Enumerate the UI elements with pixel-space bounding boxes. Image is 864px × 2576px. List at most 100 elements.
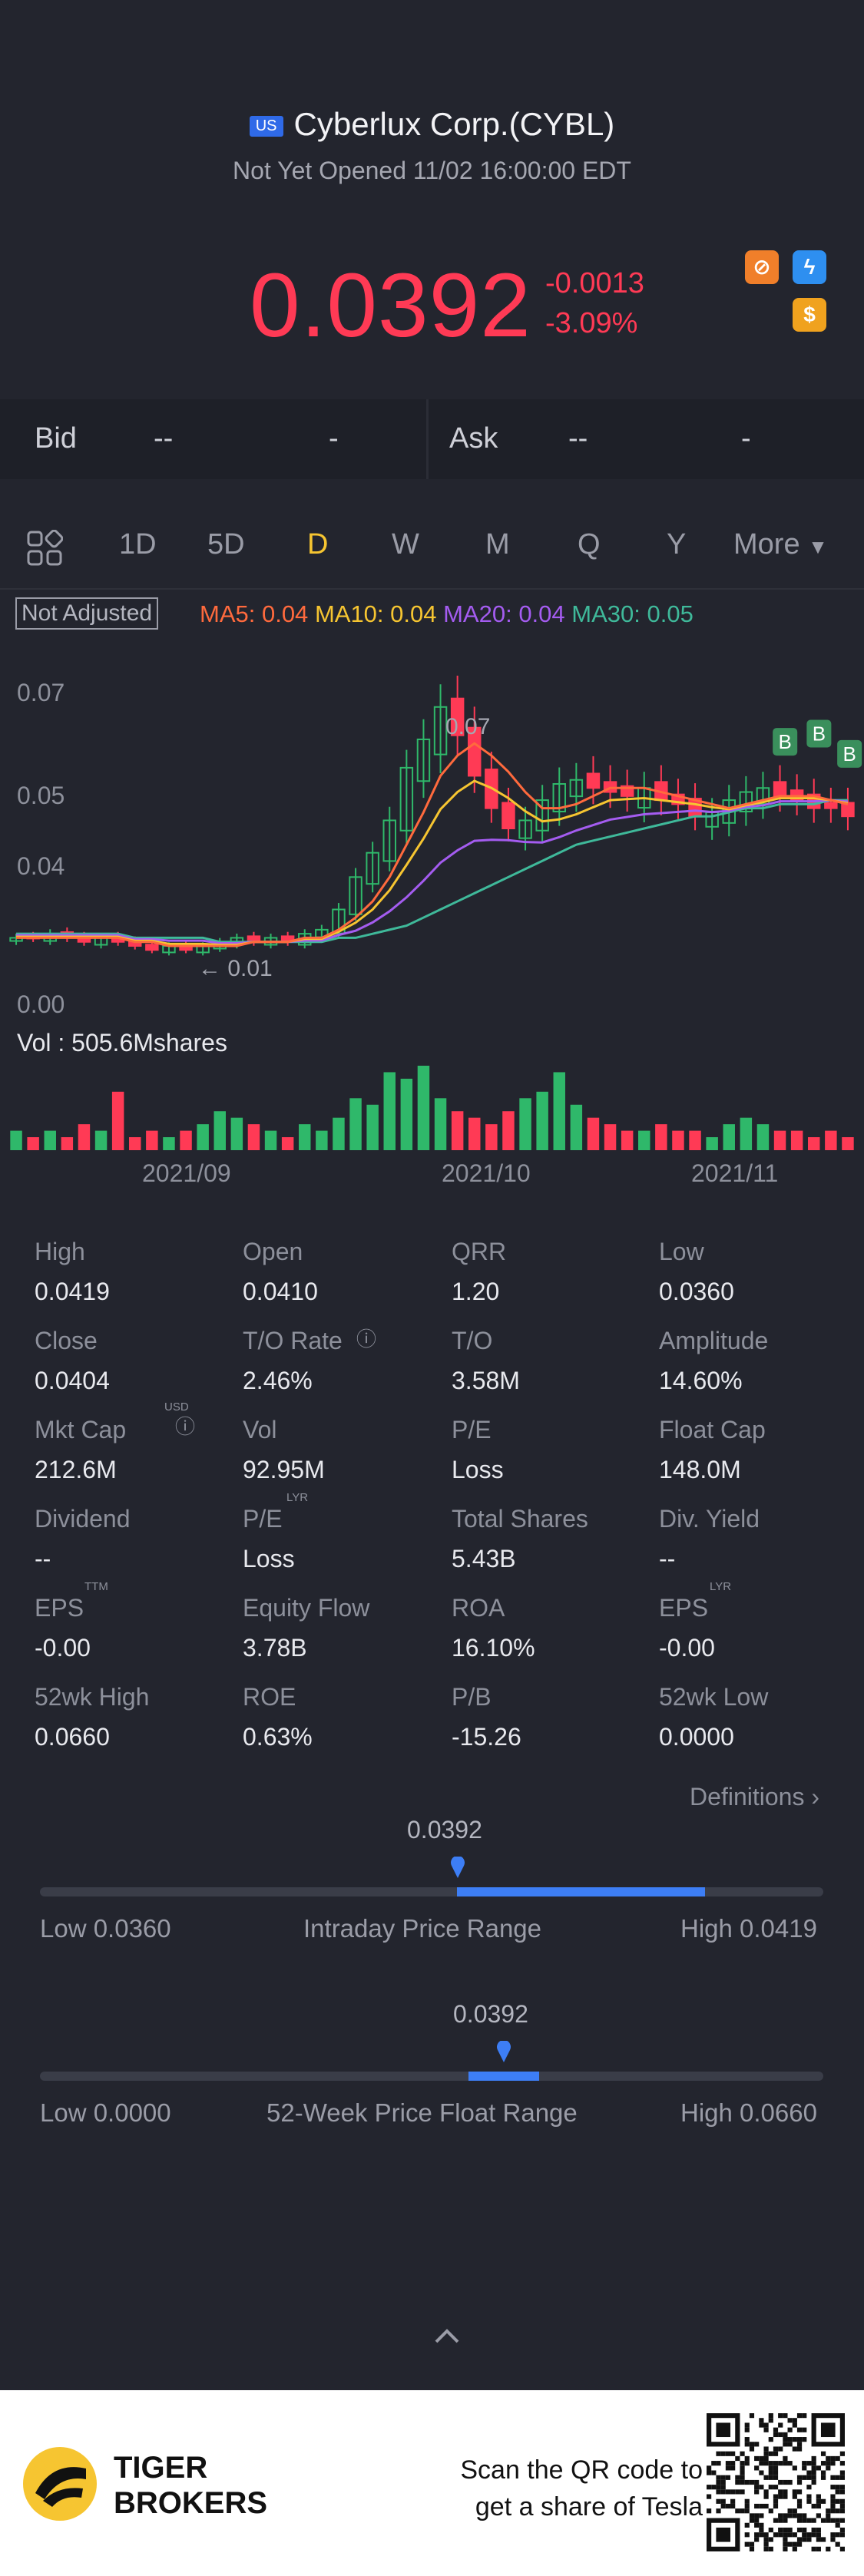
candlestick-chart[interactable]: B BB [0,676,864,1006]
stat-label: Open [243,1238,303,1265]
stat-label: Close [35,1327,98,1354]
buy-marker-icon: B [806,719,832,748]
buy-marker-icon: B [773,728,798,756]
volume-bar [553,1072,565,1150]
definitions-link[interactable]: Definitions › [690,1783,819,1811]
no-short-icon[interactable]: ⊘ [745,250,779,284]
tiger-logo-icon [23,2447,97,2521]
us-market-badge: US [249,116,283,137]
volume-bar [740,1117,753,1150]
candle-body [450,697,465,736]
week52-low: Low 0.0000 [40,2098,171,2127]
candle-body [468,726,482,777]
stat-label: ROE [243,1683,296,1711]
stat-value: 148.0M [659,1456,741,1483]
ttm-superscript: TTM [84,1580,108,1593]
ma20-value: MA20: 0.04 [443,600,565,627]
ask-size: - [741,422,751,455]
volume-bar [706,1137,718,1150]
stat-label: T/O Rate [243,1327,343,1354]
stat-label: Dividend [35,1505,131,1533]
candle-body [145,944,159,951]
volume-bar [383,1072,396,1150]
stat-label: Float Cap [659,1416,766,1443]
volume-bar [163,1137,175,1150]
tab-1d[interactable]: 1D [119,528,157,561]
stat-value: 212.6M [35,1456,117,1483]
stat-label: ROA [452,1594,505,1622]
volume-bar [299,1124,311,1150]
volume-bar [451,1111,464,1150]
volume-bar [180,1130,192,1150]
info-icon[interactable]: ⓘ [356,1328,377,1351]
promo-footer: TIGER BROKERS Scan the QR code to get a … [0,2390,864,2576]
tab-more-label: More [733,528,800,561]
adjust-toggle[interactable]: Not Adjusted [15,597,159,630]
volume-bar [790,1130,803,1150]
volume-bar [316,1130,328,1150]
candle-body [366,852,379,885]
volume-bar [825,1130,837,1150]
tab-month[interactable]: M [485,528,510,561]
stat-value: 3.58M [452,1367,520,1394]
candle-body [824,802,838,809]
y-tick-label: 0.00 [17,990,65,1018]
volume-bar [756,1124,770,1150]
ma5-line [16,742,849,947]
stat-value: Loss [243,1545,295,1572]
stat-value: 0.0404 [35,1367,110,1394]
volume-bar [485,1124,498,1150]
volume-chart[interactable] [0,1060,864,1150]
ma30-line [16,799,848,944]
grid-layout-icon[interactable] [26,530,63,567]
candle-body [569,779,584,798]
volume-bar [434,1098,447,1150]
lightning-icon[interactable]: ϟ [793,250,826,284]
brand-top: TIGER [114,2451,208,2485]
ma20-line [16,799,849,945]
bid-label: Bid [35,422,77,455]
volume-bar [672,1130,684,1150]
stat-value: -- [35,1545,51,1572]
volume-bar [230,1117,243,1150]
stat-label: High [35,1238,85,1265]
stat-label: P/E [243,1505,283,1533]
stat-label: Amplitude [659,1327,769,1354]
info-icon[interactable]: ⓘ [175,1415,196,1438]
tab-day[interactable]: D [307,528,329,561]
volume-bar [842,1137,854,1150]
x-tick-label: 2021/11 [691,1159,779,1187]
stat-value: -0.00 [35,1634,91,1662]
intraday-label: Intraday Price Range [303,1914,542,1943]
volume-bar [78,1124,91,1150]
tab-more[interactable]: More ▼ [733,528,828,561]
stat-value: 3.78B [243,1634,307,1662]
stat-value: 0.0660 [35,1723,110,1751]
volume-bar [27,1137,39,1150]
y-tick-label: 0.05 [17,782,65,809]
candle-body [433,706,448,756]
ma5-value: MA5: 0.04 [200,600,309,627]
volume-bar [214,1111,226,1150]
tab-5d[interactable]: 5D [207,528,245,561]
buy-marker-icon: B [837,739,862,768]
stock-title: US Cyberlux Corp.(CYBL) [0,106,864,143]
low-annotation: ← 0.01 [198,956,273,981]
brand-name: TIGER BROKERS [114,2450,267,2521]
chevron-up-icon[interactable] [432,2326,462,2346]
tab-week[interactable]: W [392,528,419,561]
candle-body [349,876,362,915]
stat-value: 2.46% [243,1367,313,1394]
chart-period-tabs: 1D 5D D W M Q Y More ▼ [0,499,864,590]
promo-line-2: get a share of Tesla [475,2492,703,2521]
candle-body [756,787,770,805]
stat-value: 14.60% [659,1367,743,1394]
tab-year[interactable]: Y [667,528,687,561]
stat-label: Equity Flow [243,1594,370,1622]
qr-code[interactable] [707,2413,845,2551]
stat-label: P/B [452,1683,492,1711]
y-tick-label: 0.07 [17,679,65,706]
dollar-icon[interactable]: $ [793,298,826,332]
ask-label: Ask [449,422,498,455]
tab-quarter[interactable]: Q [578,528,601,561]
